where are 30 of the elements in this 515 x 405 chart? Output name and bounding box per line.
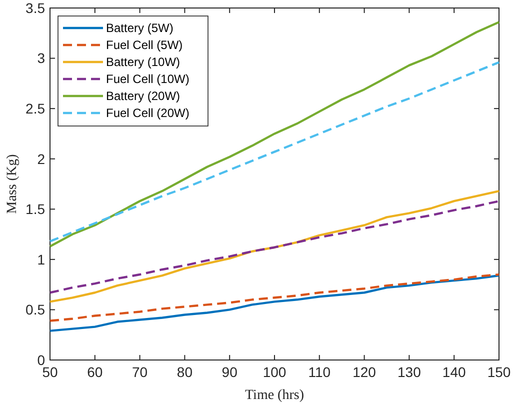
y-tick-label: 2 xyxy=(37,150,46,167)
x-tick-label: 120 xyxy=(352,364,376,380)
y-tick-label: 3.5 xyxy=(26,0,46,16)
x-tick-label: 140 xyxy=(442,364,466,380)
x-tick-label: 150 xyxy=(487,364,511,380)
x-tick-label: 70 xyxy=(132,364,148,380)
y-tick-label: 0.5 xyxy=(26,302,46,318)
line-series xyxy=(48,190,500,303)
y-tick-label: 1 xyxy=(37,251,46,268)
line-series xyxy=(48,200,500,294)
legend-label: Battery (5W) xyxy=(106,21,174,36)
x-tick-label: 130 xyxy=(398,364,422,380)
y-tick-label: 3 xyxy=(37,50,46,66)
x-tick-label: 110 xyxy=(308,364,331,380)
x-tick-label: 80 xyxy=(176,364,193,380)
y-axis-title: Mass (Kg) xyxy=(5,154,20,214)
x-axis-title: Time (hrs) xyxy=(245,388,304,403)
line-series xyxy=(48,274,500,332)
legend-label: Fuel Cell (5W) xyxy=(106,38,183,52)
legend-label: Fuel Cell (10W) xyxy=(106,72,190,86)
line-series xyxy=(48,20,500,248)
legend-label: Battery (10W) xyxy=(106,55,180,70)
legend-label: Fuel Cell (20W) xyxy=(106,106,190,120)
y-tick-label: 1.5 xyxy=(26,201,46,218)
x-tick-label: 100 xyxy=(262,364,286,380)
y-tick-label: 2.5 xyxy=(26,100,46,116)
line-series xyxy=(48,273,500,322)
x-tick-label: 90 xyxy=(222,364,238,380)
legend-label: Battery (20W) xyxy=(106,89,180,104)
x-tick-label: 60 xyxy=(87,364,103,380)
